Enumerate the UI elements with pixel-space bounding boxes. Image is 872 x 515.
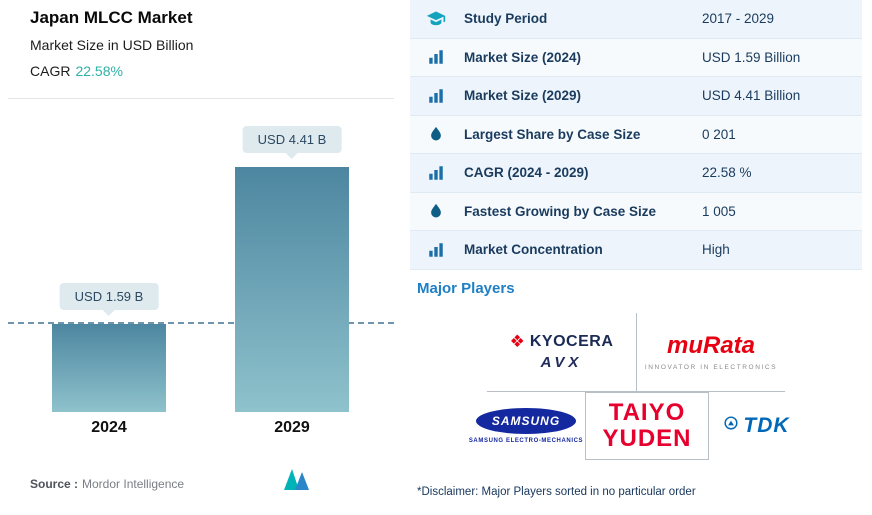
major-players-logos: ❖ KYOCERA AVX muRata INNOVATOR IN ELECTR… [410, 312, 862, 460]
stat-value: 2017 - 2029 [702, 11, 775, 27]
samsung-sub-text: SAMSUNG ELECTRO-MECHANICS [468, 437, 584, 444]
droplet-icon [426, 201, 446, 221]
bar-chart-icon [426, 47, 446, 67]
table-row: Largest Share by Case Size 0 201 [410, 115, 862, 154]
source-label: Source : [30, 477, 79, 491]
graduation-cap-icon [426, 9, 446, 29]
taiyo-yuden-logo: TAIYO YUDEN [585, 391, 709, 460]
stat-value: USD 1.59 Billion [702, 49, 801, 65]
table-row: Study Period 2017 - 2029 [410, 0, 862, 39]
bar-chart-icon [426, 240, 446, 260]
table-row: Market Size (2024) USD 1.59 Billion [410, 38, 862, 77]
stats-panel: Study Period 2017 - 2029 Market Size (20… [410, 0, 862, 498]
samsung-oval-icon: SAMSUNG [476, 407, 576, 434]
tdk-logo: TDK [709, 414, 805, 438]
table-row: Market Concentration High [410, 231, 862, 270]
stat-value: USD 4.41 Billion [702, 88, 801, 104]
x-axis-label: 2024 [91, 419, 127, 436]
avx-logo-text: AVX [540, 353, 583, 371]
murata-logo-text: muRata [666, 332, 756, 359]
stat-value: 1 005 [702, 203, 736, 219]
stat-value: 0 201 [702, 126, 736, 142]
bar-column-2024: USD 1.59 B 2024 [52, 104, 166, 436]
source-line: Source : Mordor Intelligence [30, 477, 184, 491]
stat-label: Largest Share by Case Size [464, 126, 641, 142]
bar-callout: USD 1.59 B [59, 282, 159, 310]
bar-chart-icon [426, 86, 446, 106]
logo-row-bottom: SAMSUNG SAMSUNG ELECTRO-MECHANICS TAIYO … [467, 391, 805, 460]
disclaimer-text: *Disclaimer: Major Players sorted in no … [417, 485, 696, 498]
table-row: Fastest Growing by Case Size 1 005 [410, 192, 862, 231]
cagr-label: CAGR [30, 63, 71, 79]
stat-label: CAGR (2024 - 2029) [464, 165, 589, 181]
table-row: CAGR (2024 - 2029) 22.58 % [410, 154, 862, 193]
murata-logo: muRata INNOVATOR IN ELECTRONICS [637, 313, 785, 391]
stat-value: 22.58 % [702, 165, 752, 181]
tdk-mark-icon [724, 416, 738, 435]
bar-callout: USD 4.41 B [242, 126, 342, 153]
logo-row-top: ❖ KYOCERA AVX muRata INNOVATOR IN ELECTR… [487, 312, 785, 392]
stat-label: Study Period [464, 11, 548, 27]
tdk-logo-text: TDK [743, 413, 790, 437]
kyocera-logo-text: KYOCERA [529, 332, 614, 350]
x-axis-label: 2029 [274, 419, 310, 436]
reference-line [8, 321, 394, 324]
chart-subtitle: Market Size in USD Billion [30, 37, 194, 53]
bar [52, 323, 166, 412]
samsung-logo: SAMSUNG SAMSUNG ELECTRO-MECHANICS [467, 407, 585, 444]
bar-chart-icon [426, 163, 446, 183]
source-value: Mordor Intelligence [82, 477, 185, 491]
major-players-heading: Major Players [417, 279, 515, 297]
stat-value: High [702, 242, 730, 258]
stat-label: Market Concentration [464, 242, 603, 258]
samsung-logo-text: SAMSUNG [491, 413, 561, 428]
cagr-line: CAGR 22.58% [30, 63, 123, 79]
divider [8, 98, 394, 99]
stat-label: Market Size (2029) [464, 88, 582, 104]
cagr-value: 22.58% [75, 63, 123, 79]
taiyo-logo-line1: TAIYO [608, 399, 686, 427]
bar [235, 167, 349, 412]
table-row: Market Size (2029) USD 4.41 Billion [410, 77, 862, 116]
kyocera-mark-icon: ❖ [509, 332, 525, 351]
bar-chart: USD 1.59 B 2024 USD 4.41 B 2029 [8, 104, 394, 440]
mordor-intelligence-logo-icon [283, 468, 313, 495]
page-title: Japan MLCC Market [30, 8, 193, 27]
chart-panel: Japan MLCC Market Market Size in USD Bil… [0, 0, 402, 515]
stat-label: Market Size (2024) [464, 49, 582, 65]
murata-tagline: INNOVATOR IN ELECTRONICS [644, 364, 778, 371]
taiyo-logo-line2: YUDEN [602, 424, 692, 452]
stat-label: Fastest Growing by Case Size [464, 203, 657, 219]
plot-area: USD 1.59 B 2024 USD 4.41 B 2029 [8, 104, 394, 436]
bar-column-2029: USD 4.41 B 2029 [235, 104, 349, 436]
droplet-icon [426, 124, 446, 144]
kyocera-avx-logo: ❖ KYOCERA AVX [487, 312, 637, 391]
